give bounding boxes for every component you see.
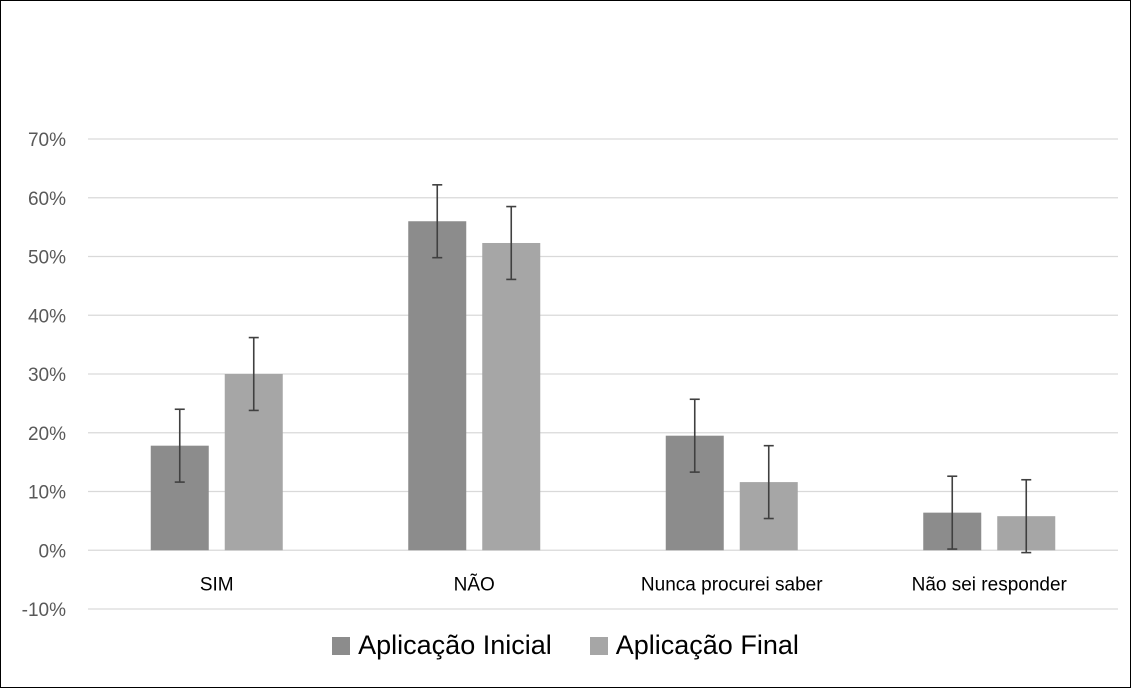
- legend: Aplicação Inicial Aplicação Final: [0, 630, 1131, 661]
- legend-label-initial: Aplicação Inicial: [358, 630, 552, 660]
- y-tick-label: 30%: [28, 365, 66, 386]
- y-tick-label: -10%: [22, 600, 66, 621]
- legend-item-final: Aplicação Final: [589, 630, 799, 661]
- legend-swatch-initial: [332, 636, 351, 655]
- x-category-label: Nunca procurei saber: [641, 574, 823, 595]
- legend-label-final: Aplicação Final: [615, 630, 799, 660]
- y-tick-label: 60%: [28, 189, 66, 210]
- y-tick-label: 20%: [28, 424, 66, 445]
- x-category-label: Não sei responder: [912, 574, 1068, 595]
- error-bars: [174, 184, 1032, 554]
- bar-initial: [408, 221, 467, 551]
- x-category-label: SIM: [200, 574, 234, 595]
- y-tick-label: 40%: [28, 306, 66, 327]
- legend-item-initial: Aplicação Inicial: [332, 630, 552, 661]
- bar-final: [482, 242, 541, 551]
- bars: [150, 221, 1056, 551]
- y-axis-ticks: -10% 0% 10% 20% 30% 40% 50% 60% 70%: [22, 130, 66, 621]
- y-tick-label: 10%: [28, 483, 66, 504]
- x-category-label: NÃO: [454, 573, 495, 595]
- y-tick-label: 50%: [28, 248, 66, 269]
- y-tick-label: 70%: [28, 130, 66, 151]
- legend-swatch-final: [589, 636, 608, 655]
- y-tick-label: 0%: [39, 541, 67, 562]
- x-axis-categories: SIM NÃO Nunca procurei saber Não sei respon…: [200, 573, 1068, 595]
